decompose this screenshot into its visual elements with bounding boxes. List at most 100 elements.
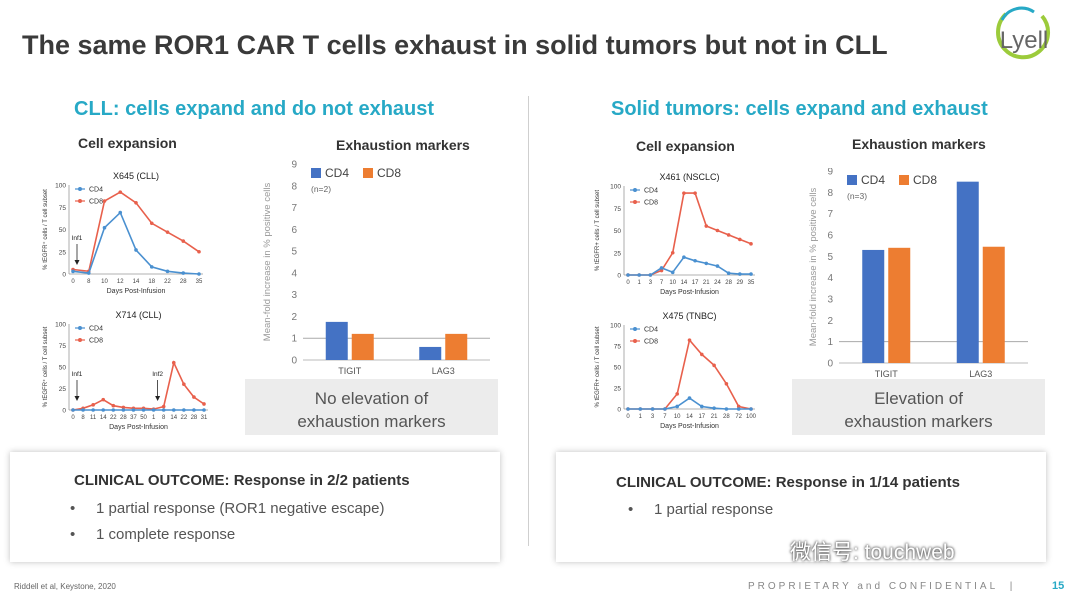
cll-note-box: No elevation of exhaustion markers: [245, 379, 498, 435]
x-tick-label: 10: [101, 279, 108, 285]
data-point-cd4: [682, 255, 686, 259]
data-point-cd4: [101, 408, 106, 412]
data-point-cd4: [131, 408, 136, 412]
solid-heading: Solid tumors: cells expand and exhaust: [611, 98, 988, 120]
data-point-cd4: [638, 407, 643, 411]
x-axis-label: Days Post-Infusion: [109, 424, 168, 431]
citation: Riddell et al, Keystone, 2020: [14, 582, 116, 591]
section-divider: [528, 96, 529, 546]
data-point-cd4: [637, 273, 641, 277]
legend-marker: [633, 339, 637, 343]
legend-label-cd8: CD8: [377, 166, 401, 180]
y-tick-label: 7: [291, 203, 297, 214]
series-line-cd4: [72, 211, 200, 275]
cll-note-line1: No elevation of: [314, 389, 429, 408]
y-tick-label: 100: [610, 184, 621, 191]
data-point-cd8: [659, 268, 664, 273]
data-point-cd8: [675, 392, 679, 396]
y-axis-label: % tEGFR⁺ cells / T cell subset: [42, 326, 49, 407]
x-tick-label: 28: [725, 280, 732, 286]
x-tick-label: 21: [703, 280, 710, 286]
y-axis-label: Mean-fold increase in % positive cells: [262, 183, 273, 342]
data-point-cd4: [726, 271, 731, 276]
y-tick-label: 100: [55, 322, 66, 329]
y-tick-label: 1: [291, 334, 297, 345]
x-tick-label: 22: [164, 279, 171, 285]
y-tick-label: 25: [614, 386, 622, 393]
solid-note-line2: exhaustion markers: [844, 412, 993, 431]
data-point-cd4: [724, 407, 729, 411]
legend-marker: [633, 200, 637, 204]
y-tick-label: 6: [827, 231, 833, 242]
data-point-cd8: [197, 249, 201, 254]
y-tick-label: 8: [827, 188, 833, 199]
chart-x461: X461 (NSCLC) 0 25 50 75 100 0 1 3 7 10 14 17 21 24 28 29…: [595, 172, 755, 296]
solid-note-line1: Elevation of: [874, 389, 963, 408]
logo-text: Lyell: [1000, 27, 1048, 54]
data-point-cd8: [91, 403, 95, 407]
legend-label-cd8: CD8: [644, 339, 658, 346]
legend-marker: [78, 199, 82, 203]
x-tick-label: 3: [651, 414, 655, 420]
sample-size-note: (n=3): [847, 191, 867, 201]
legend-label-cd8: CD8: [89, 338, 103, 345]
data-point-cd4: [134, 248, 138, 252]
cll-markers-title: Exhaustion markers: [336, 137, 470, 153]
data-point-cd4: [715, 264, 720, 268]
data-point-cd8: [181, 239, 186, 243]
bar-cd8-tigit: [888, 247, 911, 363]
x-tick-label: 8: [87, 279, 91, 285]
x-axis-label: Days Post-Infusion: [660, 423, 719, 430]
x-tick-label: 7: [660, 280, 664, 286]
x-tick-label: 31: [201, 415, 208, 421]
data-point-cd8: [736, 404, 741, 409]
x-tick-label: TIGIT: [875, 369, 898, 379]
y-tick-label: 50: [59, 365, 67, 372]
annotation-label: Inf2: [152, 371, 163, 378]
legend-marker: [78, 187, 82, 191]
y-tick-label: 0: [617, 273, 621, 280]
y-axis-label: % tEGFR⁺ cells / T cell subset: [42, 189, 49, 270]
data-point-cd8: [149, 221, 154, 226]
y-tick-label: 2: [827, 316, 833, 327]
y-tick-label: 5: [291, 247, 297, 258]
y-tick-label: 50: [614, 228, 622, 235]
data-point-cd4: [181, 271, 186, 275]
data-point-cd4: [687, 396, 692, 400]
data-point-cd4: [663, 407, 667, 411]
bar-cd4-tigit: [862, 249, 885, 363]
annotation-label: Inf1: [72, 371, 83, 378]
y-tick-label: 25: [59, 249, 67, 256]
cll-outcome-box: CLINICAL OUTCOME: Response in 2/2 patien…: [10, 452, 500, 562]
chart-solid-markers: 0 1 2 3 4 5 6 7 8 9 Mean-fold increase in % positi…: [808, 168, 1028, 379]
bar-cd8-lag3: [445, 333, 468, 360]
data-point-cd4: [151, 408, 156, 412]
legend-swatch-cd8: [363, 168, 373, 178]
data-point-cd4: [704, 261, 709, 266]
y-tick-label: 25: [614, 250, 622, 257]
y-axis-label: % tEGFR+ cells / T cell subset: [595, 326, 601, 407]
x-tick-label: 1: [152, 415, 156, 421]
legend-label-cd4: CD4: [861, 173, 885, 187]
solid-markers-title: Exhaustion markers: [852, 136, 986, 152]
legend-swatch-cd8: [899, 175, 909, 185]
x-tick-label: 35: [748, 280, 755, 286]
solid-expansion-title: Cell expansion: [636, 138, 735, 154]
legend-label-cd8: CD8: [913, 173, 937, 187]
y-tick-label: 4: [827, 273, 833, 284]
x-tick-label: 8: [162, 415, 166, 421]
annotation-arrowhead: [155, 396, 161, 401]
data-point-cd4: [171, 408, 176, 412]
x-tick-label: 1: [639, 414, 643, 420]
legend-marker: [633, 188, 637, 192]
data-point-cd8: [171, 360, 176, 365]
chart-cll-markers: 0 1 2 3 4 5 6 7 8 9 Mean-fold increase in % positi…: [262, 160, 490, 376]
data-point-cd8: [101, 397, 106, 402]
series-line-cd4: [628, 256, 751, 276]
legend-label-cd4: CD4: [644, 327, 658, 334]
data-point-cd4: [202, 408, 206, 412]
data-point-cd8: [726, 233, 731, 237]
data-point-cd8: [161, 404, 166, 409]
y-tick-label: 9: [291, 160, 297, 171]
data-point-cd4: [700, 404, 704, 409]
